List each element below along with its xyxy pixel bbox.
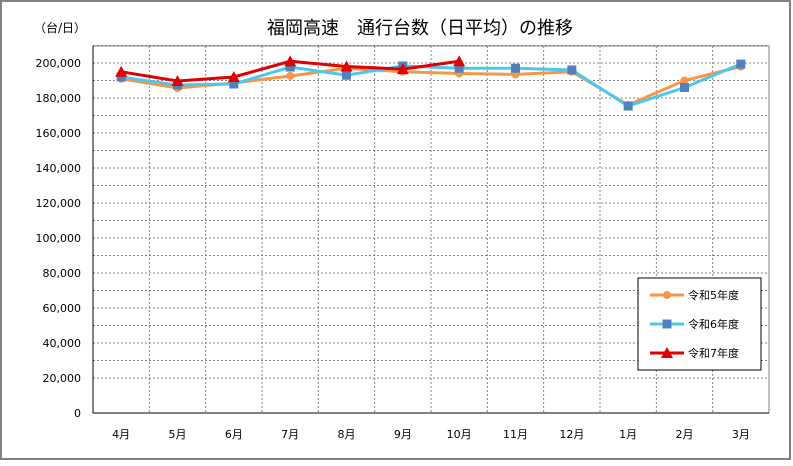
y-tick-label: 140,000	[36, 162, 82, 175]
data-point	[454, 63, 464, 73]
data-point	[342, 70, 351, 80]
legend-label: 令和5年度	[688, 288, 739, 302]
x-tick-label: 8月	[338, 428, 356, 441]
x-tick-label: 12月	[559, 428, 584, 441]
y-axis-label: （台/日）	[34, 20, 86, 35]
data-point	[229, 79, 239, 89]
data-point	[396, 63, 409, 75]
series-line-2	[120, 62, 742, 108]
data-point	[680, 76, 689, 85]
x-tick-label: 7月	[281, 428, 299, 441]
y-tick-label: 120,000	[36, 197, 82, 210]
legend-label: 令和7年度	[688, 346, 739, 360]
y-tick-label: 200,000	[36, 57, 82, 70]
x-tick-label: 9月	[394, 428, 412, 441]
legend-marker	[661, 347, 673, 358]
data-point	[116, 72, 126, 82]
data-point	[680, 83, 689, 92]
data-point	[453, 55, 466, 67]
data-point	[567, 65, 577, 75]
x-tick-label: 5月	[169, 428, 187, 441]
y-tick-label: 160,000	[36, 127, 82, 140]
y-tick-label: 40,000	[43, 337, 82, 350]
data-point	[227, 71, 240, 82]
data-point	[171, 75, 184, 87]
y-tick-label: 0	[74, 407, 81, 420]
x-tick-label: 2月	[676, 428, 694, 441]
x-tick-label: 11月	[503, 428, 528, 441]
chart-title: 福岡高速 通行台数（日平均）の推移	[267, 18, 573, 39]
x-tick-label: 3月	[732, 428, 750, 441]
legend-label: 令和6年度	[688, 317, 739, 331]
x-tick-label: 4月	[112, 428, 130, 441]
data-point	[286, 71, 295, 80]
y-tick-label: 20,000	[43, 372, 82, 385]
data-point	[284, 55, 297, 67]
y-tick-label: 60,000	[43, 302, 82, 315]
y-tick-label: 80,000	[43, 267, 82, 280]
data-point	[115, 65, 128, 77]
x-tick-label: 10月	[447, 428, 472, 441]
data-point	[736, 59, 746, 69]
x-tick-label: 1月	[619, 428, 637, 441]
legend-marker	[663, 291, 671, 299]
y-tick-label: 100,000	[36, 232, 82, 245]
data-point	[511, 63, 520, 73]
legend-marker	[662, 319, 672, 329]
data-point	[623, 101, 633, 111]
data-point	[340, 60, 353, 72]
data-point	[285, 62, 295, 72]
y-tick-label: 180,000	[36, 92, 82, 105]
x-tick-label: 6月	[225, 428, 243, 441]
